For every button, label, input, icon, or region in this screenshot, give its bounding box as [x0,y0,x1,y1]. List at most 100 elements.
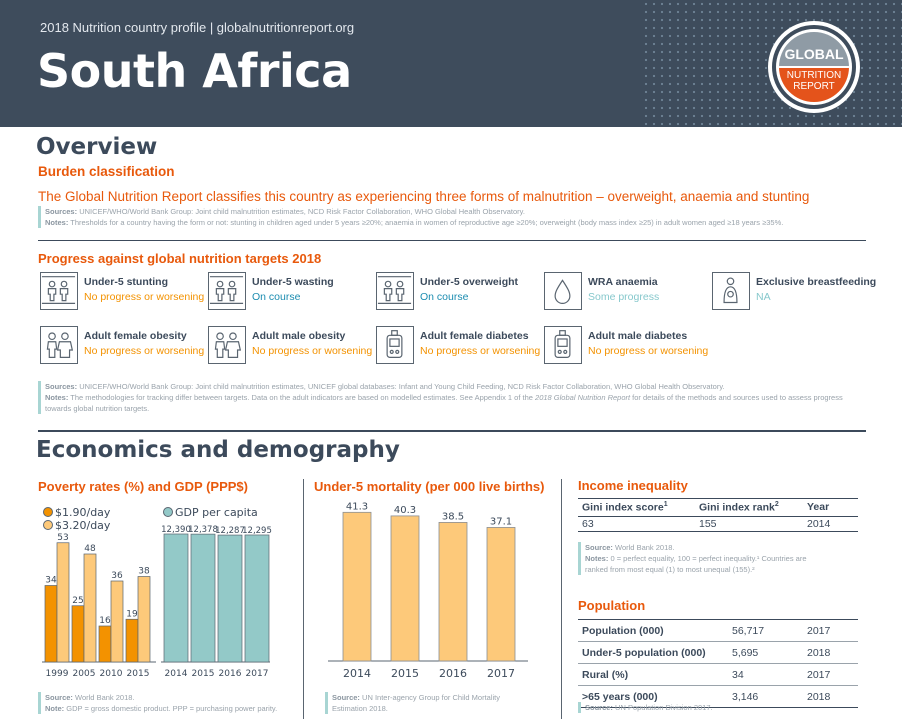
progress-item-status: NA [756,291,771,303]
gdp-bar [217,534,243,663]
bar-label: 19 [126,609,138,619]
x-tick-label: 2015 [127,669,150,679]
progress-item: Under-5 wasting On course [208,272,376,312]
bar-label: 34 [45,576,57,586]
progress-item-label: Adult male obesity [252,330,346,342]
x-tick-label: 2014 [165,669,188,679]
bar-label: 38 [138,567,150,577]
mortality-source: Source: UN Inter-agency Group for Child … [325,692,505,714]
bar-label: 38.5 [442,511,464,522]
bar-label: 12,390 [161,525,191,535]
mortality-chart: 41.3 2014 40.3 2015 38.5 2016 37.1 2017 [328,501,528,680]
x-tick-label: 2014 [343,667,371,680]
progress-item-label: Exclusive breastfeeding [756,276,877,288]
x-tick-label: 2010 [100,669,123,679]
header-banner: 2018 Nutrition country profile | globaln… [0,0,902,127]
x-tick-label: 2005 [73,669,96,679]
gnr-logo: GLOBAL NUTRITION REPORT [768,21,860,113]
column-divider [561,479,562,719]
progress-item: Under-5 stunting No progress or worsenin… [40,272,208,312]
poverty-chart-title: Poverty rates (%) and GDP (PPP$) [38,479,248,494]
bar-label: 53 [57,533,68,543]
population-source: Source: UN Population Division 2017. [578,702,828,713]
population-title: Population [578,598,646,613]
overview-notes: Sources: UNICEF/WHO/World Bank Group: Jo… [38,206,888,228]
mortality-bar [438,521,468,662]
progress-item-status: No progress or worsening [420,345,541,357]
progress-item-status: On course [252,291,301,303]
poverty-bar [125,618,139,663]
poverty-gdp-chart: 34 53 1999 25 48 2005 16 36 2010 19 38 2015 12,390 20… [42,525,272,679]
divider [38,240,866,241]
x-tick-label: 2015 [391,667,419,680]
poverty-bar [110,580,124,663]
progress-item-status: No progress or worsening [588,345,709,357]
x-tick-label: 1999 [46,669,69,679]
mortality-bar [486,527,516,662]
inequality-notes: Source: World Bank 2018. Notes: 0 = perf… [578,542,828,575]
progress-item-status: On course [420,291,469,303]
progress-item: Adult female diabetes No progress or wor… [376,326,544,366]
progress-item: Under-5 overweight On course [376,272,544,312]
poverty-bar [137,576,151,663]
mortality-chart-title: Under-5 mortality (per 000 live births) [314,479,545,494]
gdp-bar [190,533,216,663]
progress-item: Adult male diabetes No progress or worse… [544,326,712,366]
poverty-legend: $1.90/day $3.20/day [43,506,110,532]
mortality-bar [342,511,372,662]
x-tick-label: 2016 [439,667,467,680]
economics-title: Economics and demography [36,437,400,463]
population-row: Population (000) 56,717 2017 [578,620,858,642]
bar-label: 48 [84,544,96,554]
population-row: Under-5 population (000) 5,695 2018 [578,642,858,664]
divider [38,430,866,432]
progress-item-label: Adult female diabetes [420,330,529,342]
adults-icon [208,326,246,364]
inequality-title: Income inequality [578,478,688,493]
poverty-bar [98,625,112,663]
progress-item-status: No progress or worsening [84,345,205,357]
progress-item-label: Under-5 wasting [252,276,334,288]
x-tick-label: 2015 [192,669,215,679]
breastfeeding-icon [712,272,750,310]
gdp-legend: GDP per capita [163,506,258,519]
glucose-meter-icon [376,326,414,364]
poverty-bar [71,605,85,663]
burden-heading: Burden classification [38,164,175,179]
poverty-source: Source: World Bank 2018. Note: GDP = gro… [38,692,288,714]
poverty-bar [44,585,58,663]
population-table: Population (000) 56,717 2017 Under-5 popula… [578,619,858,708]
progress-item-label: Adult female obesity [84,330,187,342]
glucose-meter-icon [544,326,582,364]
header-subtitle: 2018 Nutrition country profile | globaln… [40,20,355,35]
bar-label: 25 [72,596,83,606]
progress-item-status: No progress or worsening [252,345,373,357]
children-icon [376,272,414,310]
progress-item-label: WRA anaemia [588,276,658,288]
gdp-bar [244,534,270,663]
population-row: Rural (%) 34 2017 [578,664,858,686]
inequality-table: Gini index score1 Gini index rank2 Year … [578,498,858,532]
mortality-bar [390,515,420,662]
x-tick-label: 2017 [246,669,269,679]
progress-item: Exclusive breastfeeding NA [712,272,880,312]
poverty-bar [83,553,97,663]
population-row: >65 years (000) 3,146 2018 [582,690,831,703]
poverty-bar [56,542,70,663]
progress-item-status: Some progress [588,291,660,303]
bar-label: 16 [99,616,111,626]
progress-notes: Sources: UNICEF/WHO/World Bank Group: Jo… [38,381,858,414]
page-title: South Africa [37,44,352,98]
x-tick-label: 2016 [219,669,242,679]
bar-label: 37.1 [490,516,512,527]
bar-label: 36 [111,571,123,581]
column-divider [303,479,304,719]
children-icon [40,272,78,310]
progress-item-label: Adult male diabetes [588,330,688,342]
children-icon [208,272,246,310]
bar-label: 12,287 [215,526,245,536]
progress-item-label: Under-5 stunting [84,276,168,288]
progress-item: WRA anaemia Some progress [544,272,712,312]
bar-label: 12,378 [188,525,218,535]
adults-icon [40,326,78,364]
